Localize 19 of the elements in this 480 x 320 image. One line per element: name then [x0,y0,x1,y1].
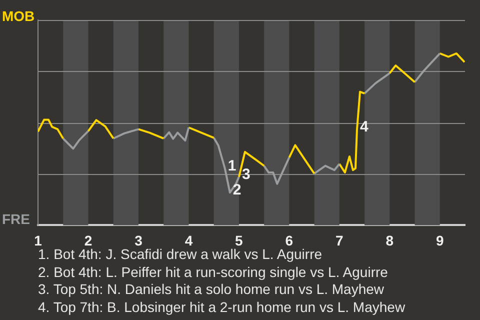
text: 2. Bot 4th: L. Peiffer hit a run-scoring single vs L. Aguirre [38,264,389,281]
x-tick-label: 2 [84,232,92,248]
annotation: 1 [228,158,236,175]
x-tick-label: 6 [285,232,294,248]
x-tick-label: 3 [134,232,143,248]
text: MOB [2,8,35,24]
x-tick-label: 1 [34,232,42,248]
x-tick-label: 8 [386,232,394,248]
annotation: 4 [360,118,369,136]
x-tick-label: 4 [184,232,193,248]
x-tick-label: 5 [235,232,244,248]
text: 1. Bot 4th: J. Scafidi drew a walk vs L. Aguirre [38,246,322,262]
x-tick-label: 7 [336,232,344,248]
text: FRE [2,211,30,228]
x-tick-label: 9 [436,232,444,248]
annotation: 2 [232,182,242,199]
text: 3. Top 5th: N. Daniels hit a solo home run vs L. Mayhew [38,281,386,298]
annotation: 3 [242,166,250,184]
text: 4. Top 7th: B. Lobsinger hit a 2-run home run vs L. Mayhew [38,298,406,316]
